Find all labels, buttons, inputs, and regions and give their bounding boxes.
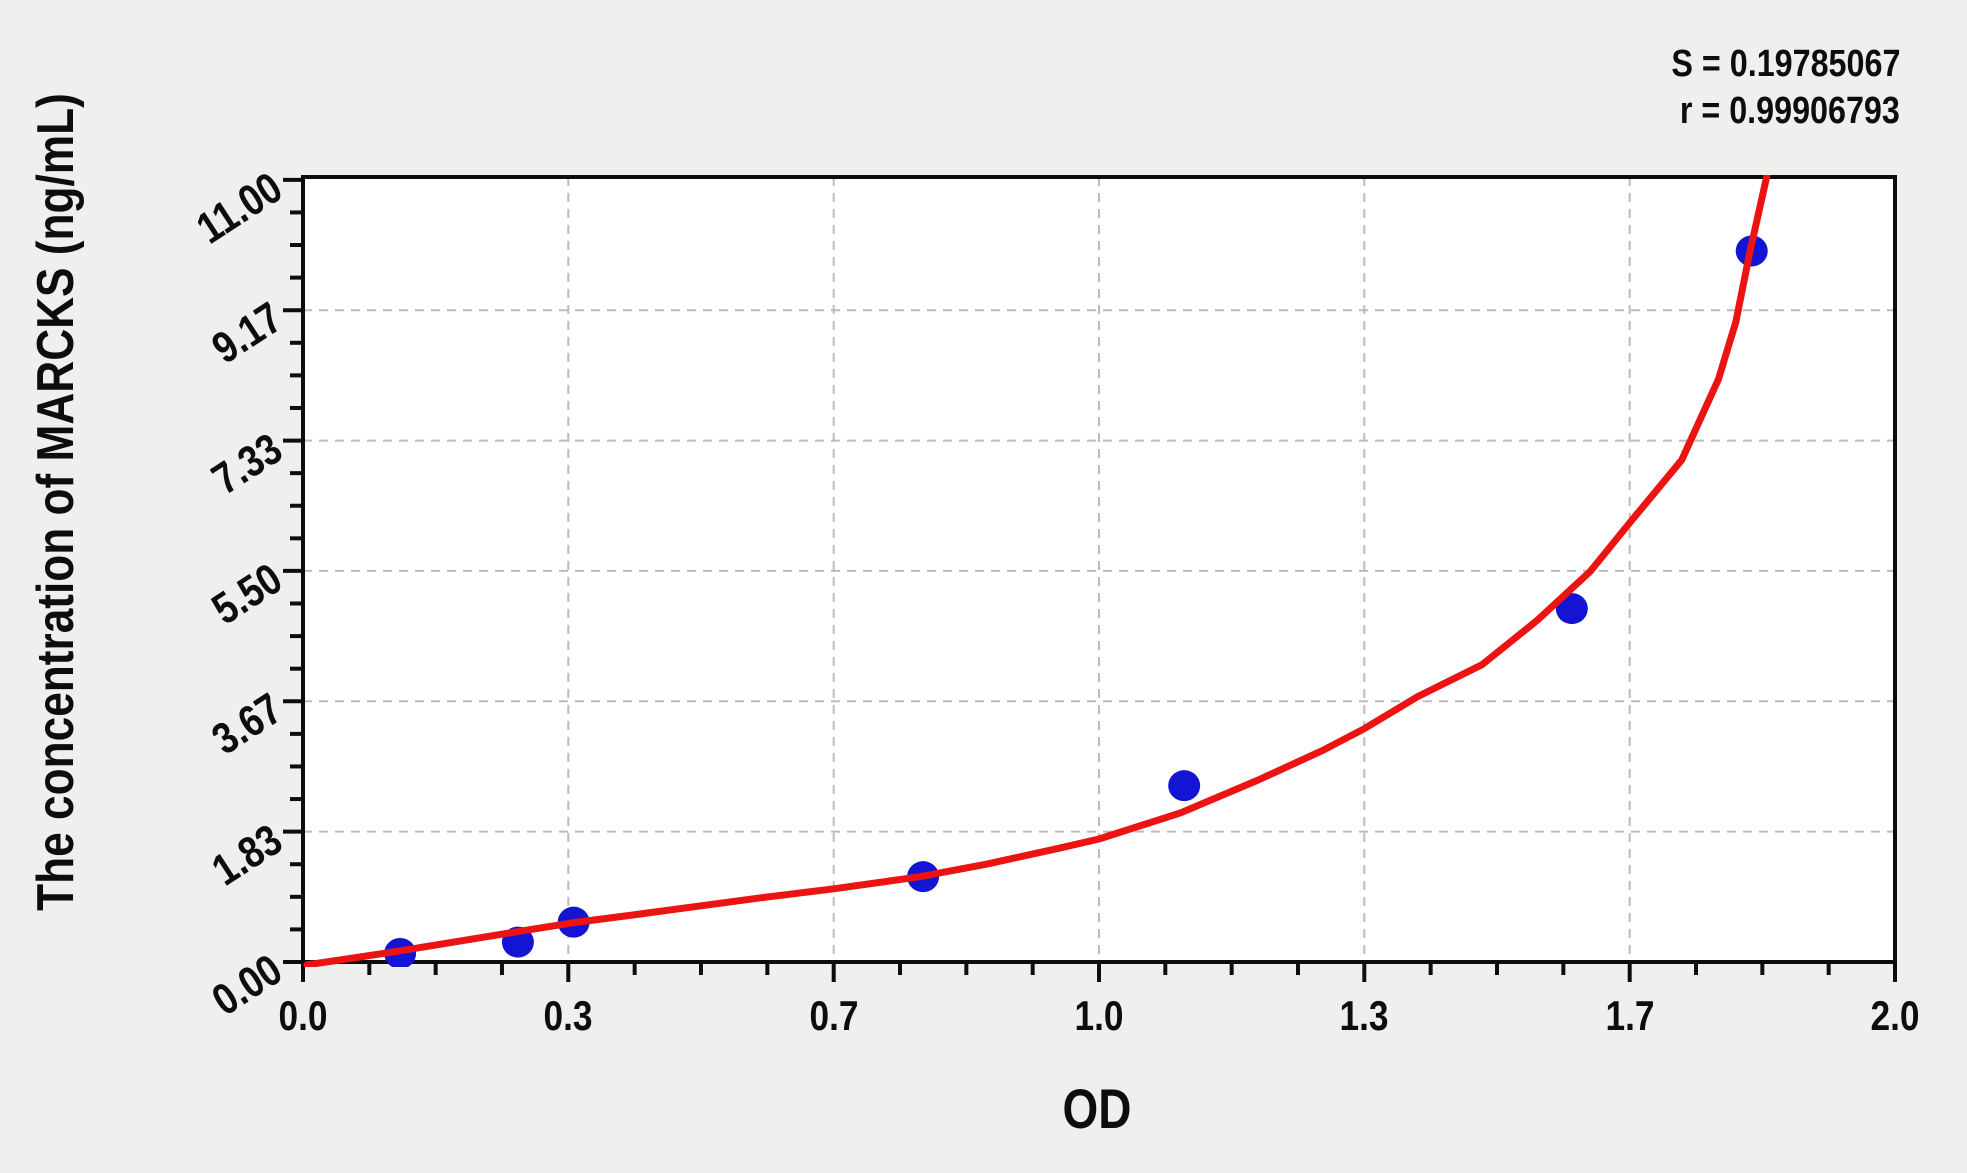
x-axis-title: OD (1062, 1077, 1132, 1140)
y-axis-title: The concentration of MARCKS (ng/mL) (27, 93, 85, 911)
x-tick-label: 0.3 (543, 992, 593, 1039)
data-point (1555, 593, 1588, 625)
gridlines (303, 177, 1895, 962)
fit-curve (303, 175, 1771, 967)
stat-s: S = 0.19785067 (1670, 43, 1900, 85)
x-tick-label: 1.7 (1605, 992, 1655, 1039)
stat-r: r = 0.99906793 (1679, 90, 1900, 132)
axis-ticks (283, 177, 1897, 982)
x-tick-label: 1.0 (1074, 992, 1124, 1039)
x-tick-label: 2.0 (1870, 992, 1920, 1039)
data-point (1168, 770, 1201, 802)
x-tick-label: 1.3 (1339, 992, 1389, 1039)
fit-curve-group (303, 175, 1771, 967)
x-tick-label: 0.7 (809, 992, 859, 1039)
x-tick-label: 0.0 (278, 992, 328, 1039)
plot-border (301, 175, 1897, 964)
